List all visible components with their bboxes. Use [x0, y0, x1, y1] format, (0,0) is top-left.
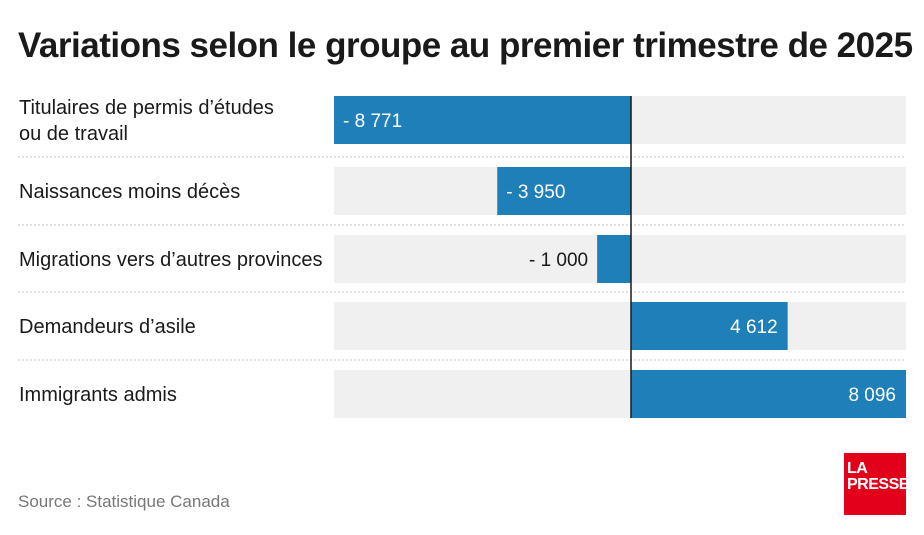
chart-title: Variations selon le groupe au premier tr… — [18, 26, 913, 65]
category-label: Titulaires de permis d’études — [19, 97, 274, 119]
value-label: 4 612 — [730, 317, 778, 338]
bar — [334, 96, 631, 144]
bar — [497, 167, 631, 215]
bar-track — [334, 302, 906, 350]
bar — [631, 302, 788, 350]
value-label: - 8 771 — [343, 111, 402, 132]
category-label: Naissances moins décès — [19, 181, 240, 203]
value-label: - 3 950 — [506, 182, 565, 203]
source-note: Source : Statistique Canada — [18, 492, 230, 511]
bar — [597, 235, 631, 283]
value-label: - 1 000 — [529, 250, 588, 271]
logo-line-1: LA — [847, 460, 868, 477]
category-label: Demandeurs d’asile — [19, 316, 196, 338]
value-label: 8 096 — [848, 385, 896, 406]
bar — [631, 370, 906, 418]
logo-line-2: PRESSE — [847, 476, 909, 493]
la-presse-logo: LA PRESSE — [844, 453, 909, 515]
bar-chart: Titulaires de permis d’études ou de trava… — [18, 96, 906, 418]
category-label: Migrations vers d’autres provinces — [19, 249, 322, 271]
category-label: Immigrants admis — [19, 384, 177, 406]
category-label: ou de travail — [19, 123, 128, 145]
